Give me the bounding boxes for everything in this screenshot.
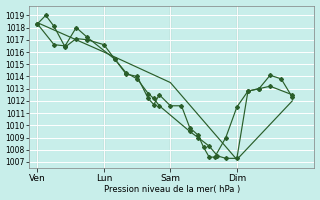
X-axis label: Pression niveau de la mer( hPa ): Pression niveau de la mer( hPa ) (104, 185, 240, 194)
